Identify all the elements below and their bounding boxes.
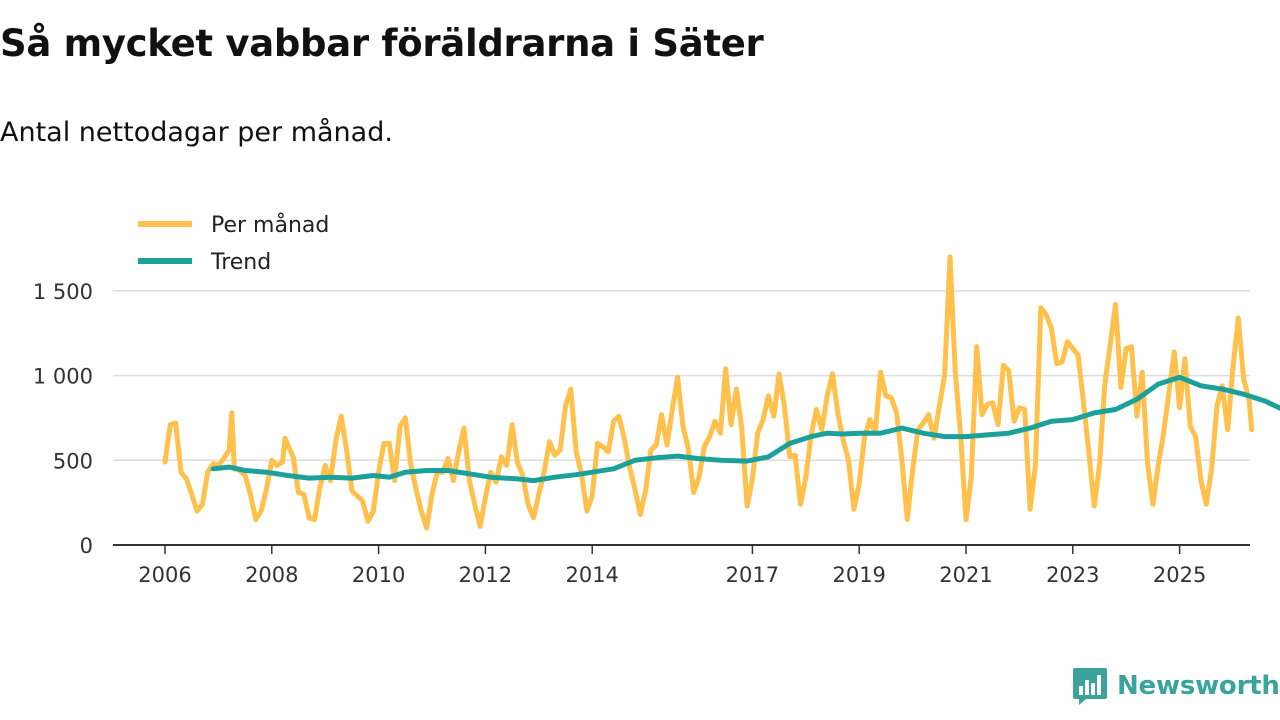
chart-subtitle: Antal nettodagar per månad. [0, 117, 393, 148]
newsworthy-logo: Newsworthy [1072, 666, 1280, 706]
x-tick-label: 2021 [939, 563, 992, 587]
x-tick-label: 2012 [459, 563, 512, 587]
series-lines [162, 254, 1280, 531]
x-tick-label: 2014 [565, 563, 618, 587]
chart-title: Så mycket vabbar föräldrarna i Säter [0, 22, 764, 65]
y-axis-labels: 0 500 1 000 1 500 [33, 280, 93, 558]
y-tick-label: 1 000 [33, 365, 93, 389]
x-tick-label: 2019 [832, 563, 885, 587]
x-tick-label: 2006 [138, 563, 191, 587]
series-line-trend [210, 374, 1280, 484]
y-tick-label: 500 [53, 449, 93, 473]
x-tick-label: 2010 [352, 563, 405, 587]
y-tick-label: 0 [80, 534, 93, 558]
legend-label-trend: Trend [210, 250, 271, 275]
x-tick-label: 2023 [1046, 563, 1099, 587]
x-tick-label: 2008 [245, 563, 298, 587]
newsworthy-brand-name: Newsworthy [1117, 671, 1280, 701]
grid-lines [113, 290, 1250, 462]
legend-label-per-manad: Per månad [211, 212, 329, 238]
legend-background [120, 205, 352, 285]
x-axis: 2006 2008 2010 2012 2014 2017 2019 2021 2023 2025 [113, 544, 1250, 587]
legend: Per månad Trend [120, 205, 352, 285]
series-line-monthly [162, 254, 1255, 531]
newsworthy-logo-icon [1073, 668, 1107, 705]
x-tick-label: 2017 [726, 563, 779, 587]
y-tick-label: 1 500 [33, 280, 93, 304]
x-tick-label: 2025 [1153, 563, 1206, 587]
